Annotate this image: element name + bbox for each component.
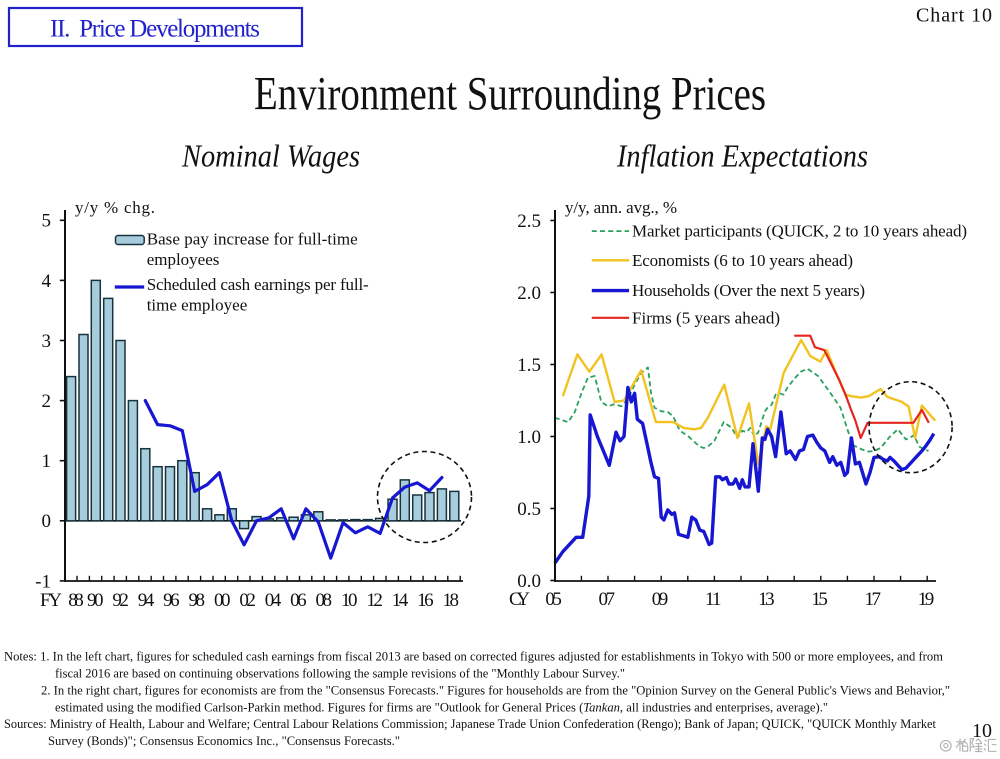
svg-text:0: 0	[42, 511, 52, 532]
svg-text:2. In the right chart, figures: 2. In the right chart, figures for econo…	[41, 682, 950, 697]
svg-text:05: 05	[545, 589, 562, 610]
svg-text:96: 96	[163, 590, 180, 611]
svg-text:0.5: 0.5	[517, 499, 541, 520]
svg-text:88: 88	[68, 590, 84, 611]
svg-text:4: 4	[42, 271, 52, 292]
svg-text:Inflation Expectations: Inflation Expectations	[616, 138, 868, 174]
svg-text:10: 10	[341, 590, 358, 611]
svg-text:1: 1	[42, 451, 52, 472]
svg-text:Base pay increase for full-tim: Base pay increase for full-time	[147, 230, 358, 249]
svg-text:17: 17	[865, 589, 882, 610]
svg-text:Sources: Ministry of Health, L: Sources: Ministry of Health, Labour and …	[4, 716, 936, 731]
svg-text:time employee: time employee	[147, 296, 248, 315]
svg-text:1.0: 1.0	[517, 427, 541, 448]
svg-text:15: 15	[811, 589, 828, 610]
svg-text:00: 00	[214, 590, 231, 611]
svg-text:2.0: 2.0	[517, 283, 541, 304]
svg-text:19: 19	[918, 589, 935, 610]
svg-text:90: 90	[87, 590, 104, 611]
svg-text:13: 13	[758, 589, 775, 610]
svg-text:2: 2	[42, 391, 52, 412]
svg-text:Firms (5 years ahead): Firms (5 years ahead)	[632, 308, 780, 327]
svg-text:employees: employees	[147, 250, 220, 269]
svg-text:10: 10	[972, 720, 992, 742]
svg-text:Market participants (QUICK, 2: Market participants (QUICK, 2 to 10 year…	[632, 222, 967, 241]
svg-text:-1: -1	[35, 571, 51, 592]
svg-text:Economists (6 to 10 years ahea: Economists (6 to 10 years ahead)	[632, 251, 853, 270]
svg-text:fiscal 2016 are based on conti: fiscal 2016 are based on continuing obse…	[55, 666, 625, 681]
svg-text:estimated using the modified C: estimated using the modified Carlson-Par…	[55, 699, 828, 714]
svg-text:94: 94	[138, 590, 155, 611]
svg-text:02: 02	[239, 590, 256, 611]
svg-text:Notes: 1. In the left chart, f: Notes: 1. In the left chart, figures for…	[4, 649, 943, 664]
svg-text:Environment Surrounding Prices: Environment Surrounding Prices	[254, 68, 766, 121]
svg-text:2.5: 2.5	[517, 211, 541, 232]
svg-text:FY: FY	[40, 590, 62, 611]
svg-text:08: 08	[316, 590, 333, 611]
svg-text:0.0: 0.0	[517, 571, 541, 592]
svg-text:06: 06	[290, 590, 307, 611]
svg-text:16: 16	[417, 590, 434, 611]
svg-text:Scheduled cash earnings per fu: Scheduled cash earnings per full-	[147, 275, 369, 294]
svg-text:Chart 10: Chart 10	[916, 5, 992, 27]
svg-text:Households (Over the next 5 ye: Households (Over the next 5 years)	[632, 281, 865, 300]
svg-text:II. Price Developments: II. Price Developments	[50, 15, 260, 42]
svg-text:Survey (Bonds)"; Consensus Eco: Survey (Bonds)"; Consensus Economics Inc…	[48, 733, 400, 748]
svg-text:11: 11	[705, 589, 722, 610]
svg-text:Nominal Wages: Nominal Wages	[181, 138, 360, 174]
svg-text:07: 07	[599, 589, 616, 610]
svg-text:98: 98	[189, 590, 206, 611]
svg-text:92: 92	[112, 590, 129, 611]
svg-text:14: 14	[392, 590, 409, 611]
svg-text:04: 04	[265, 590, 282, 611]
svg-text:1.5: 1.5	[517, 355, 541, 376]
svg-text:12: 12	[366, 590, 383, 611]
svg-text:5: 5	[42, 211, 52, 232]
svg-text:3: 3	[42, 331, 52, 352]
svg-text:CY: CY	[509, 589, 530, 610]
svg-text:y/y % chg.: y/y % chg.	[75, 198, 155, 217]
svg-text:y/y, ann. avg., %: y/y, ann. avg., %	[565, 198, 677, 217]
svg-text:18: 18	[443, 590, 460, 611]
svg-text:09: 09	[652, 589, 669, 610]
